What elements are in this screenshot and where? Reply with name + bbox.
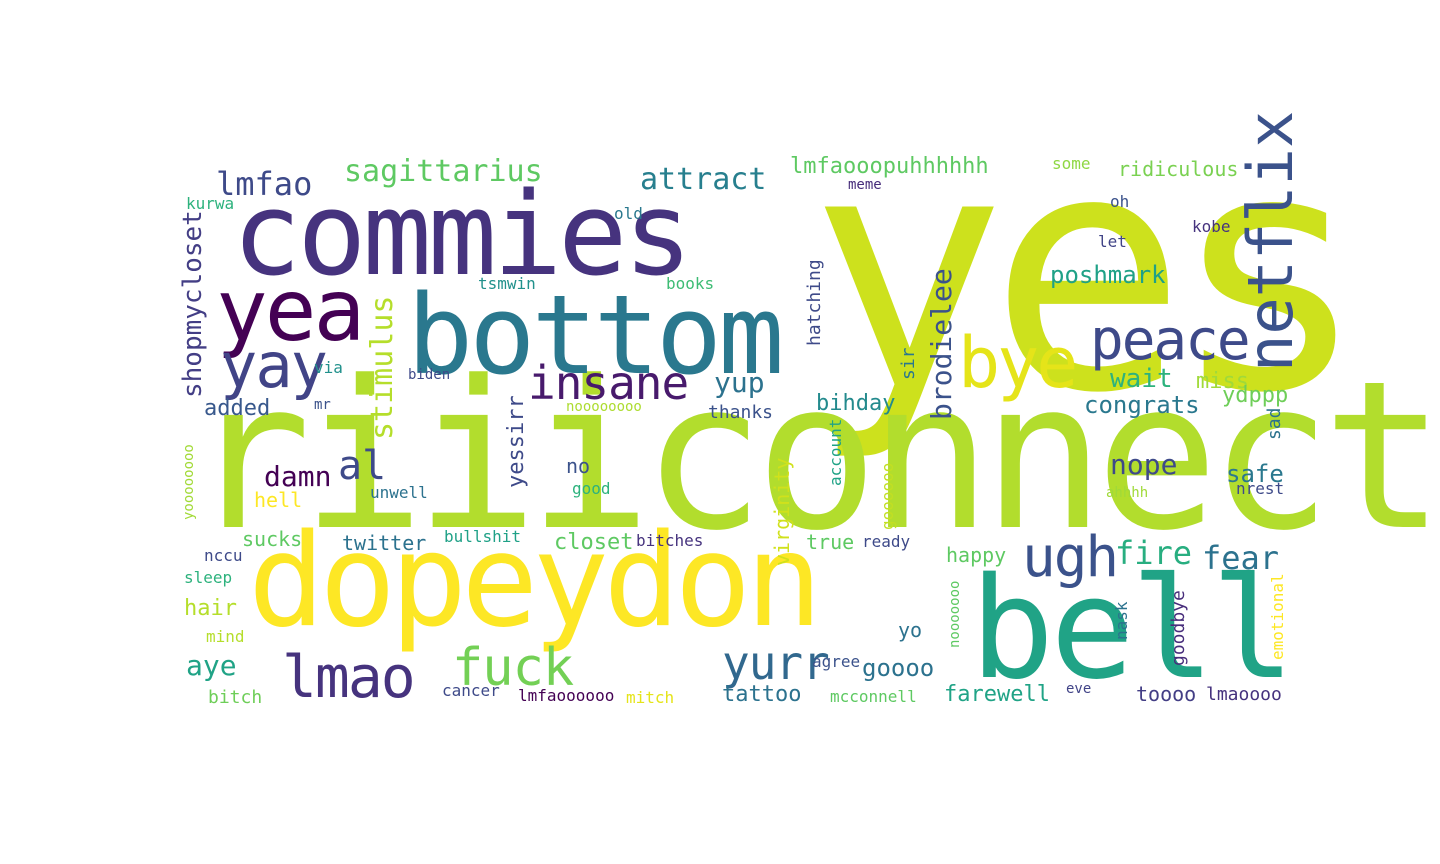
word-sagittarius: sagittarius: [344, 154, 543, 189]
word-old: old: [614, 204, 643, 223]
word-congrats: congrats: [1084, 391, 1200, 419]
word-mind: mind: [206, 627, 245, 646]
word-goooo: goooo: [862, 654, 935, 682]
word-lmao: lmao: [282, 643, 416, 711]
word-yo: yo: [898, 618, 923, 642]
word-oh: oh: [1110, 192, 1130, 211]
word-added: added: [204, 396, 271, 421]
word-happy: happy: [946, 543, 1007, 567]
word-nccu: nccu: [204, 546, 243, 565]
word-kobe: kobe: [1192, 217, 1231, 236]
word-lmfao: lmfao: [216, 165, 313, 203]
word-netflix: netflix: [1234, 110, 1307, 372]
word-peace: peace: [1090, 308, 1251, 373]
word-bihday: bihday: [816, 391, 896, 416]
word-thanks: thanks: [708, 402, 774, 423]
word-yoooooooo: yoooooooo: [181, 444, 197, 520]
word-no: no: [566, 454, 591, 478]
word-al: al: [338, 443, 387, 489]
word-emotional: emotional: [1268, 573, 1287, 660]
word-sad: sad: [1264, 407, 1285, 440]
word-shopmycloset: shopmycloset: [178, 210, 208, 398]
word-dopeydon: dopeydon: [248, 507, 822, 656]
word-stimulus: stimulus: [365, 295, 400, 441]
word-kurwa: kurwa: [186, 194, 235, 213]
word-yay: yay: [220, 329, 328, 402]
word-agree: agree: [812, 652, 861, 671]
word-some: some: [1052, 154, 1091, 173]
word-ugh: ugh: [1022, 525, 1119, 590]
word-fire: fire: [1115, 534, 1193, 572]
word-let: let: [1098, 232, 1127, 251]
word-brodielee: brodielee: [925, 268, 958, 420]
word-bell: bell: [970, 548, 1295, 711]
word-mitch: mitch: [626, 688, 675, 707]
word-twitter: twitter: [342, 531, 427, 555]
word-sleep: sleep: [184, 568, 233, 587]
word-noooooooo: noooooooo: [566, 399, 642, 415]
word-ydppp: ydppp: [1222, 383, 1289, 408]
word-bullshit: bullshit: [444, 527, 522, 546]
word-poshmark: poshmark: [1050, 261, 1166, 289]
word-yea: yea: [216, 261, 365, 361]
word-fear: fear: [1202, 539, 1280, 577]
word-virginity: virginity: [770, 457, 794, 566]
word-goodbye: goodbye: [1168, 590, 1189, 666]
word-aye: aye: [186, 649, 237, 682]
word-mcconnell: mcconnell: [830, 687, 917, 706]
word-nope: nope: [1110, 448, 1178, 481]
word-nooooooo: nooooooo: [947, 580, 963, 648]
word-bitches: bitches: [636, 531, 704, 550]
word-closet: closet: [554, 530, 634, 555]
word-sir: sir: [898, 347, 919, 380]
word-account: account: [826, 418, 845, 486]
word-nrest: nrest: [1236, 479, 1285, 498]
word-true: true: [806, 530, 855, 554]
word-sucks: sucks: [242, 527, 303, 551]
word-ahhhh: ahhhh: [1106, 485, 1149, 501]
word-eve: eve: [1066, 681, 1092, 697]
word-bottom: bottom: [407, 271, 784, 399]
word-miss: miss: [1196, 369, 1249, 394]
word-tsmwin: tsmwin: [478, 274, 536, 293]
word-unwell: unwell: [370, 483, 428, 502]
word-yes: yes: [808, 81, 1368, 465]
word-bye: bye: [958, 322, 1078, 404]
word-lmfaooopuhhhhhh: lmfaooopuhhhhhh: [790, 154, 989, 179]
word-safe: safe: [1226, 460, 1284, 488]
word-bitch: bitch: [208, 687, 263, 708]
word-lmaoooo: lmaoooo: [1206, 684, 1282, 705]
word-books: books: [666, 274, 715, 293]
word-farewell: farewell: [944, 682, 1050, 707]
word-insane: insane: [528, 356, 689, 410]
word-commies: commies: [232, 168, 693, 302]
word-yup: yup: [714, 366, 765, 399]
word-good: good: [572, 479, 611, 498]
word-attract: attract: [640, 162, 767, 197]
word-hell: hell: [254, 488, 303, 512]
word-hatching: hatching: [804, 259, 825, 346]
word-biden: biden: [408, 367, 451, 383]
word-goooooo: goooooo: [878, 462, 897, 530]
word-hair: hair: [184, 596, 237, 621]
word-damn: damn: [264, 460, 332, 493]
word-cancer: cancer: [442, 681, 500, 700]
word-wait: wait: [1110, 364, 1173, 394]
word-via: via: [314, 358, 343, 377]
word-meme: meme: [848, 177, 882, 193]
word-yurr: yurr: [722, 636, 830, 690]
word-tattoo: tattoo: [722, 682, 802, 707]
word-ridiculous: ridiculous: [1118, 157, 1239, 181]
word-ready: ready: [862, 532, 911, 551]
word-lmfaoooooo: lmfaoooooo: [518, 686, 615, 705]
word-yessirr: yessirr: [504, 395, 529, 488]
word-toooo: toooo: [1136, 682, 1197, 706]
word-mr: mr: [314, 397, 331, 413]
word-riiiconnect: riiiconnect: [188, 338, 1440, 576]
word-fuck: fuck: [452, 638, 574, 698]
word-nask: nask: [1112, 601, 1131, 640]
